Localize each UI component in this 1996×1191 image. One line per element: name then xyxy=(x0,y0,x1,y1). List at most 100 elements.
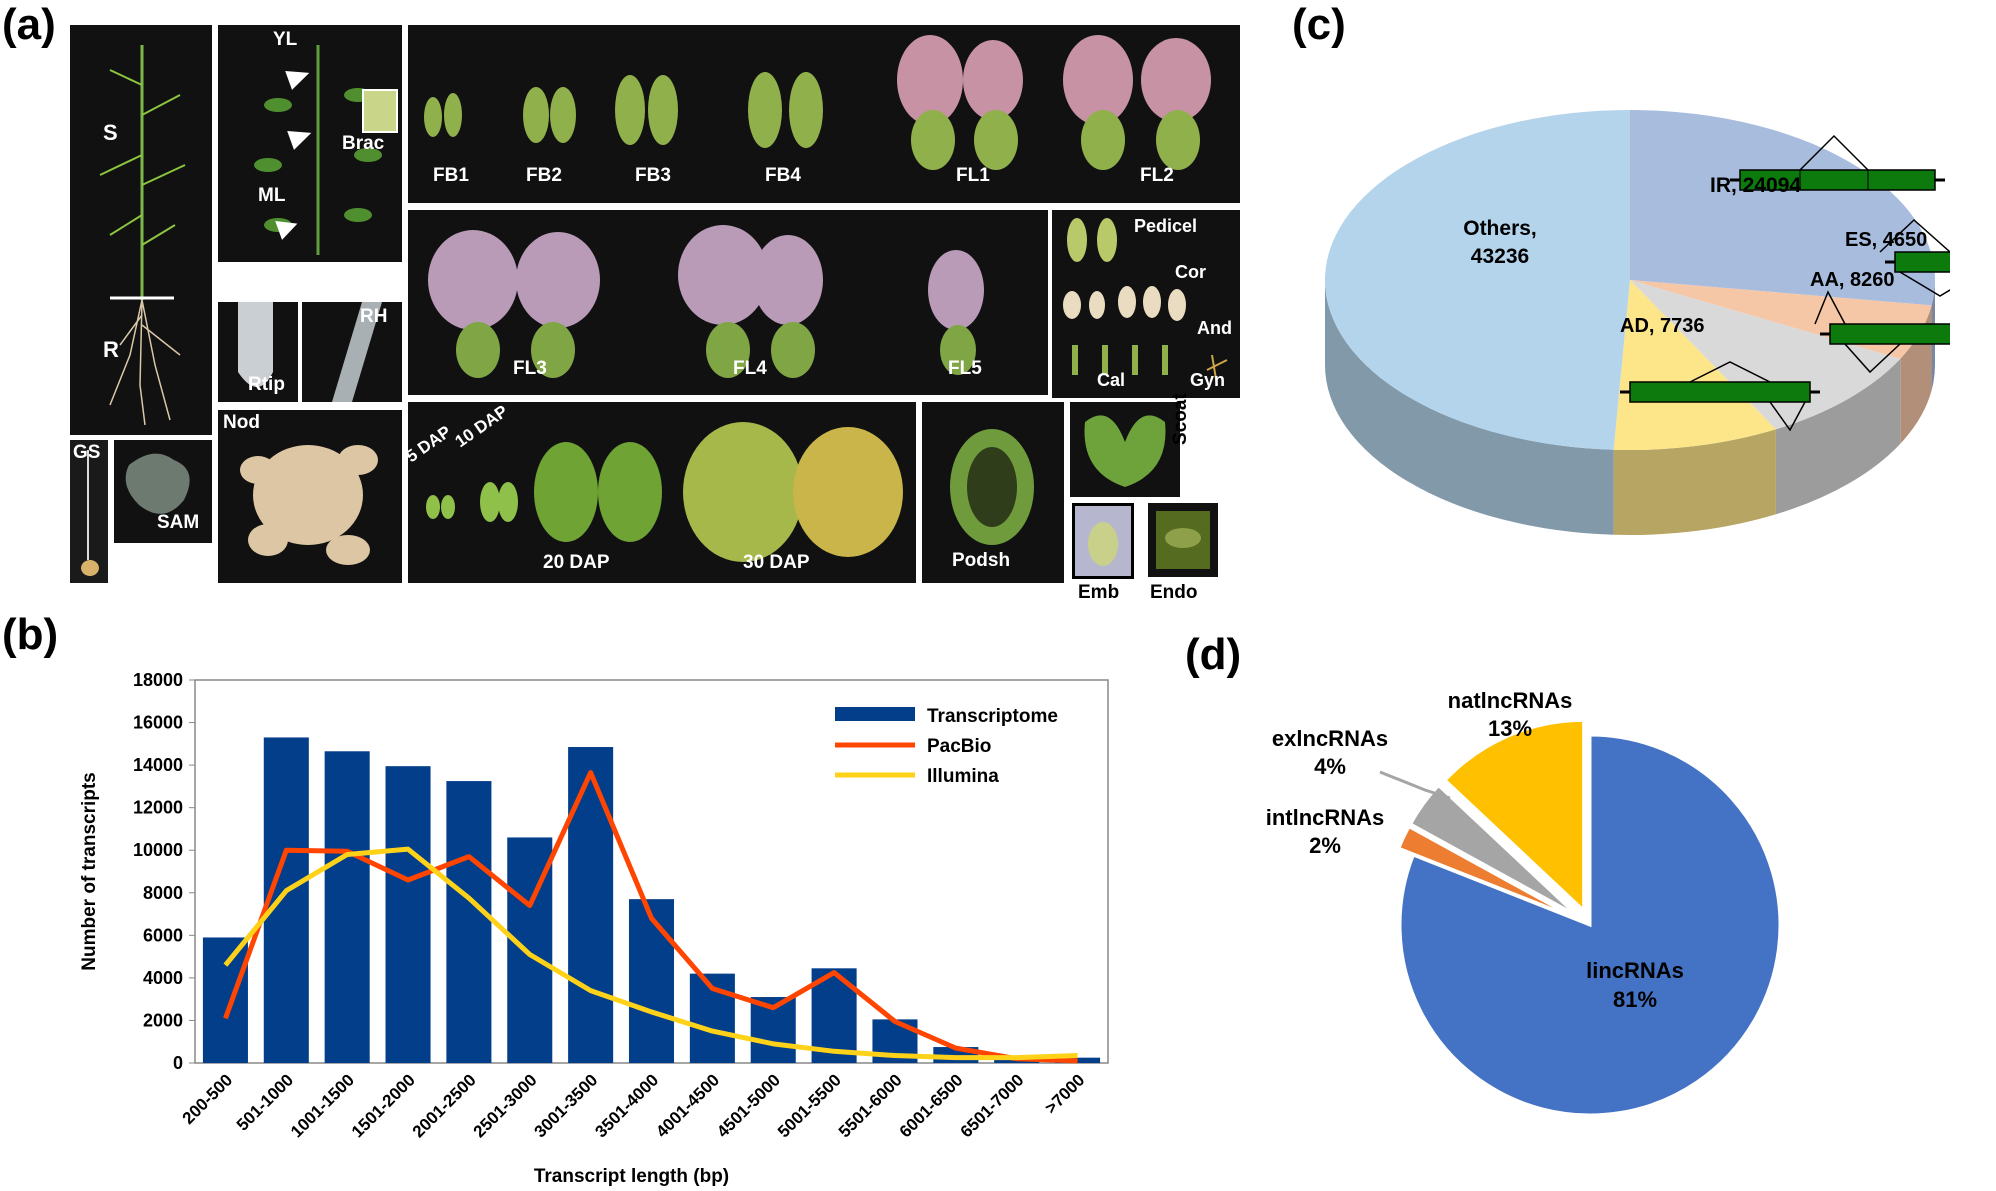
label-30DAP: 30 DAP xyxy=(743,552,810,573)
label-S: S xyxy=(103,120,118,145)
x-tick-label: 6001-6500 xyxy=(896,1070,967,1141)
label-Pedicel: Pedicel xyxy=(1134,216,1198,236)
y-tick-label: 12000 xyxy=(133,798,183,818)
photo-sam: SAM xyxy=(114,440,212,543)
splice-junction xyxy=(1769,401,1806,432)
gene-exon xyxy=(1894,251,1950,273)
slice-AA xyxy=(1630,280,1901,430)
label-AD: AD, 7736 xyxy=(1620,315,1705,337)
panel-label-b: (b) xyxy=(2,610,59,659)
label-FB4: FB4 xyxy=(765,165,801,186)
x-tick-label: 4501-5000 xyxy=(713,1070,784,1141)
x-tick-label: 1001-1500 xyxy=(287,1070,358,1141)
photo-flower-buds: FB1 FB2 FB3 FB4 FL1 FL2 xyxy=(408,25,1240,203)
label-ML: ML xyxy=(258,185,286,206)
photo-root-tip: Rtip xyxy=(218,302,298,402)
pct-intlncRNAs: 2% xyxy=(1309,833,1341,858)
photo-endosperm xyxy=(1148,503,1218,577)
y-tick-label: 16000 xyxy=(133,713,183,733)
slice-AA-side xyxy=(1775,358,1901,515)
y-tick-label: 14000 xyxy=(133,755,183,775)
pct-exlncRNAs: 4% xyxy=(1314,754,1346,779)
label-Brac: Brac xyxy=(342,133,385,154)
label-FL5: FL5 xyxy=(948,358,982,379)
label-FL4: FL4 xyxy=(733,358,767,379)
photo-pod-shell: Podsh xyxy=(922,402,1064,583)
gene-exon xyxy=(1829,323,1950,345)
x-tick-label: 1501-2000 xyxy=(348,1070,419,1141)
photo-root-hair: RH xyxy=(302,302,402,402)
gene-model-AA xyxy=(1820,323,1950,345)
splice-junction xyxy=(1799,134,1869,171)
photo-germinating-seed: GS xyxy=(70,440,108,583)
label-IR: IR, 24094 xyxy=(1710,174,1801,197)
label-FL1: FL1 xyxy=(956,165,990,186)
gene-model-AD xyxy=(1620,381,1820,403)
gene-model-IR xyxy=(1730,169,1945,191)
x-axis-title: Transcript length (bp) xyxy=(534,1166,729,1187)
splice-junction xyxy=(1814,290,1846,325)
label-RH: RH xyxy=(360,306,388,327)
legend-label: Illumina xyxy=(927,766,999,787)
splice-junction xyxy=(1899,271,1950,297)
label-Endo: Endo xyxy=(1150,582,1198,603)
bar-transcriptome xyxy=(446,781,492,1063)
splice-junction xyxy=(1844,343,1901,374)
gene-exon xyxy=(1629,381,1811,403)
panel-d-pie: lincRNAs 81% natlncRNAs 13% exlncRNAs 4% intln… xyxy=(1266,688,1782,1117)
bar-transcriptome xyxy=(324,751,370,1063)
slice-AD xyxy=(1613,280,1776,450)
splice-junction xyxy=(1879,218,1950,253)
panel-c-pie: IR, 24094 ES, 4650 AA, 8260 AD, 7736 Others,… xyxy=(1324,110,1950,535)
y-axis-title: Number of transcripts xyxy=(79,772,100,970)
slice-others-side xyxy=(1325,280,1614,535)
splice-junction xyxy=(1689,361,1771,383)
label-20DAP: 20 DAP xyxy=(543,552,610,573)
label-AA: AA, 8260 xyxy=(1810,269,1895,291)
y-tick-label: 4000 xyxy=(143,968,183,988)
legend-label: PacBio xyxy=(927,736,991,757)
slice-IR xyxy=(1630,110,1935,306)
legend-label: Transcriptome xyxy=(927,706,1058,727)
label-Nod: Nod xyxy=(223,412,260,433)
label-R: R xyxy=(103,337,119,362)
bar-transcriptome xyxy=(263,737,309,1063)
label-natlncRNAs: natlncRNAs xyxy=(1448,688,1573,713)
photo-seed-coat xyxy=(1070,402,1180,497)
legend-swatch-bar xyxy=(835,707,915,721)
photo-nodule: Nod xyxy=(218,410,402,583)
bar-transcriptome xyxy=(202,937,248,1063)
slice-lincRNAs xyxy=(1398,733,1782,1117)
label-Emb: Emb xyxy=(1078,582,1120,603)
x-tick-label: 2001-2500 xyxy=(409,1070,480,1141)
label-Cal: Cal xyxy=(1097,370,1126,390)
slice-intlncRNAs xyxy=(1396,824,1577,920)
label-FL3: FL3 xyxy=(513,358,547,379)
photo-leaves: YL Brac ML xyxy=(218,25,402,262)
y-tick-label: 8000 xyxy=(143,883,183,903)
bar-transcriptome xyxy=(568,747,614,1063)
pct-lincRNAs: 81% xyxy=(1613,987,1657,1012)
photo-open-flowers: FL3 FL4 FL5 xyxy=(408,210,1048,395)
x-tick-label: 501-1000 xyxy=(233,1070,297,1134)
slice-others xyxy=(1324,110,1630,450)
bar-transcriptome xyxy=(385,766,431,1063)
slice-natlncRNAs xyxy=(1443,718,1586,914)
label-others-value: 43236 xyxy=(1471,245,1529,268)
x-tick-label: 3001-3500 xyxy=(531,1070,602,1141)
x-tick-label: 6501-7000 xyxy=(957,1070,1028,1141)
label-SAM: SAM xyxy=(157,512,200,533)
y-tick-label: 18000 xyxy=(133,670,183,690)
label-Rtip: Rtip xyxy=(248,374,285,395)
x-tick-label: >7000 xyxy=(1041,1070,1088,1117)
panel-label-c: (c) xyxy=(1292,0,1346,49)
plant-illustration xyxy=(99,45,186,426)
panel-label-a: (a) xyxy=(2,0,56,49)
label-FB1: FB1 xyxy=(433,165,469,186)
photo-embryo xyxy=(1072,503,1134,579)
x-tick-label: 3501-4000 xyxy=(591,1070,662,1141)
label-FL2: FL2 xyxy=(1140,165,1174,186)
label-others: Others, xyxy=(1463,217,1537,240)
photo-pods: 5 DAP 10 DAP 20 DAP 30 DAP xyxy=(408,402,916,583)
x-tick-label: 5501-6000 xyxy=(835,1070,906,1141)
